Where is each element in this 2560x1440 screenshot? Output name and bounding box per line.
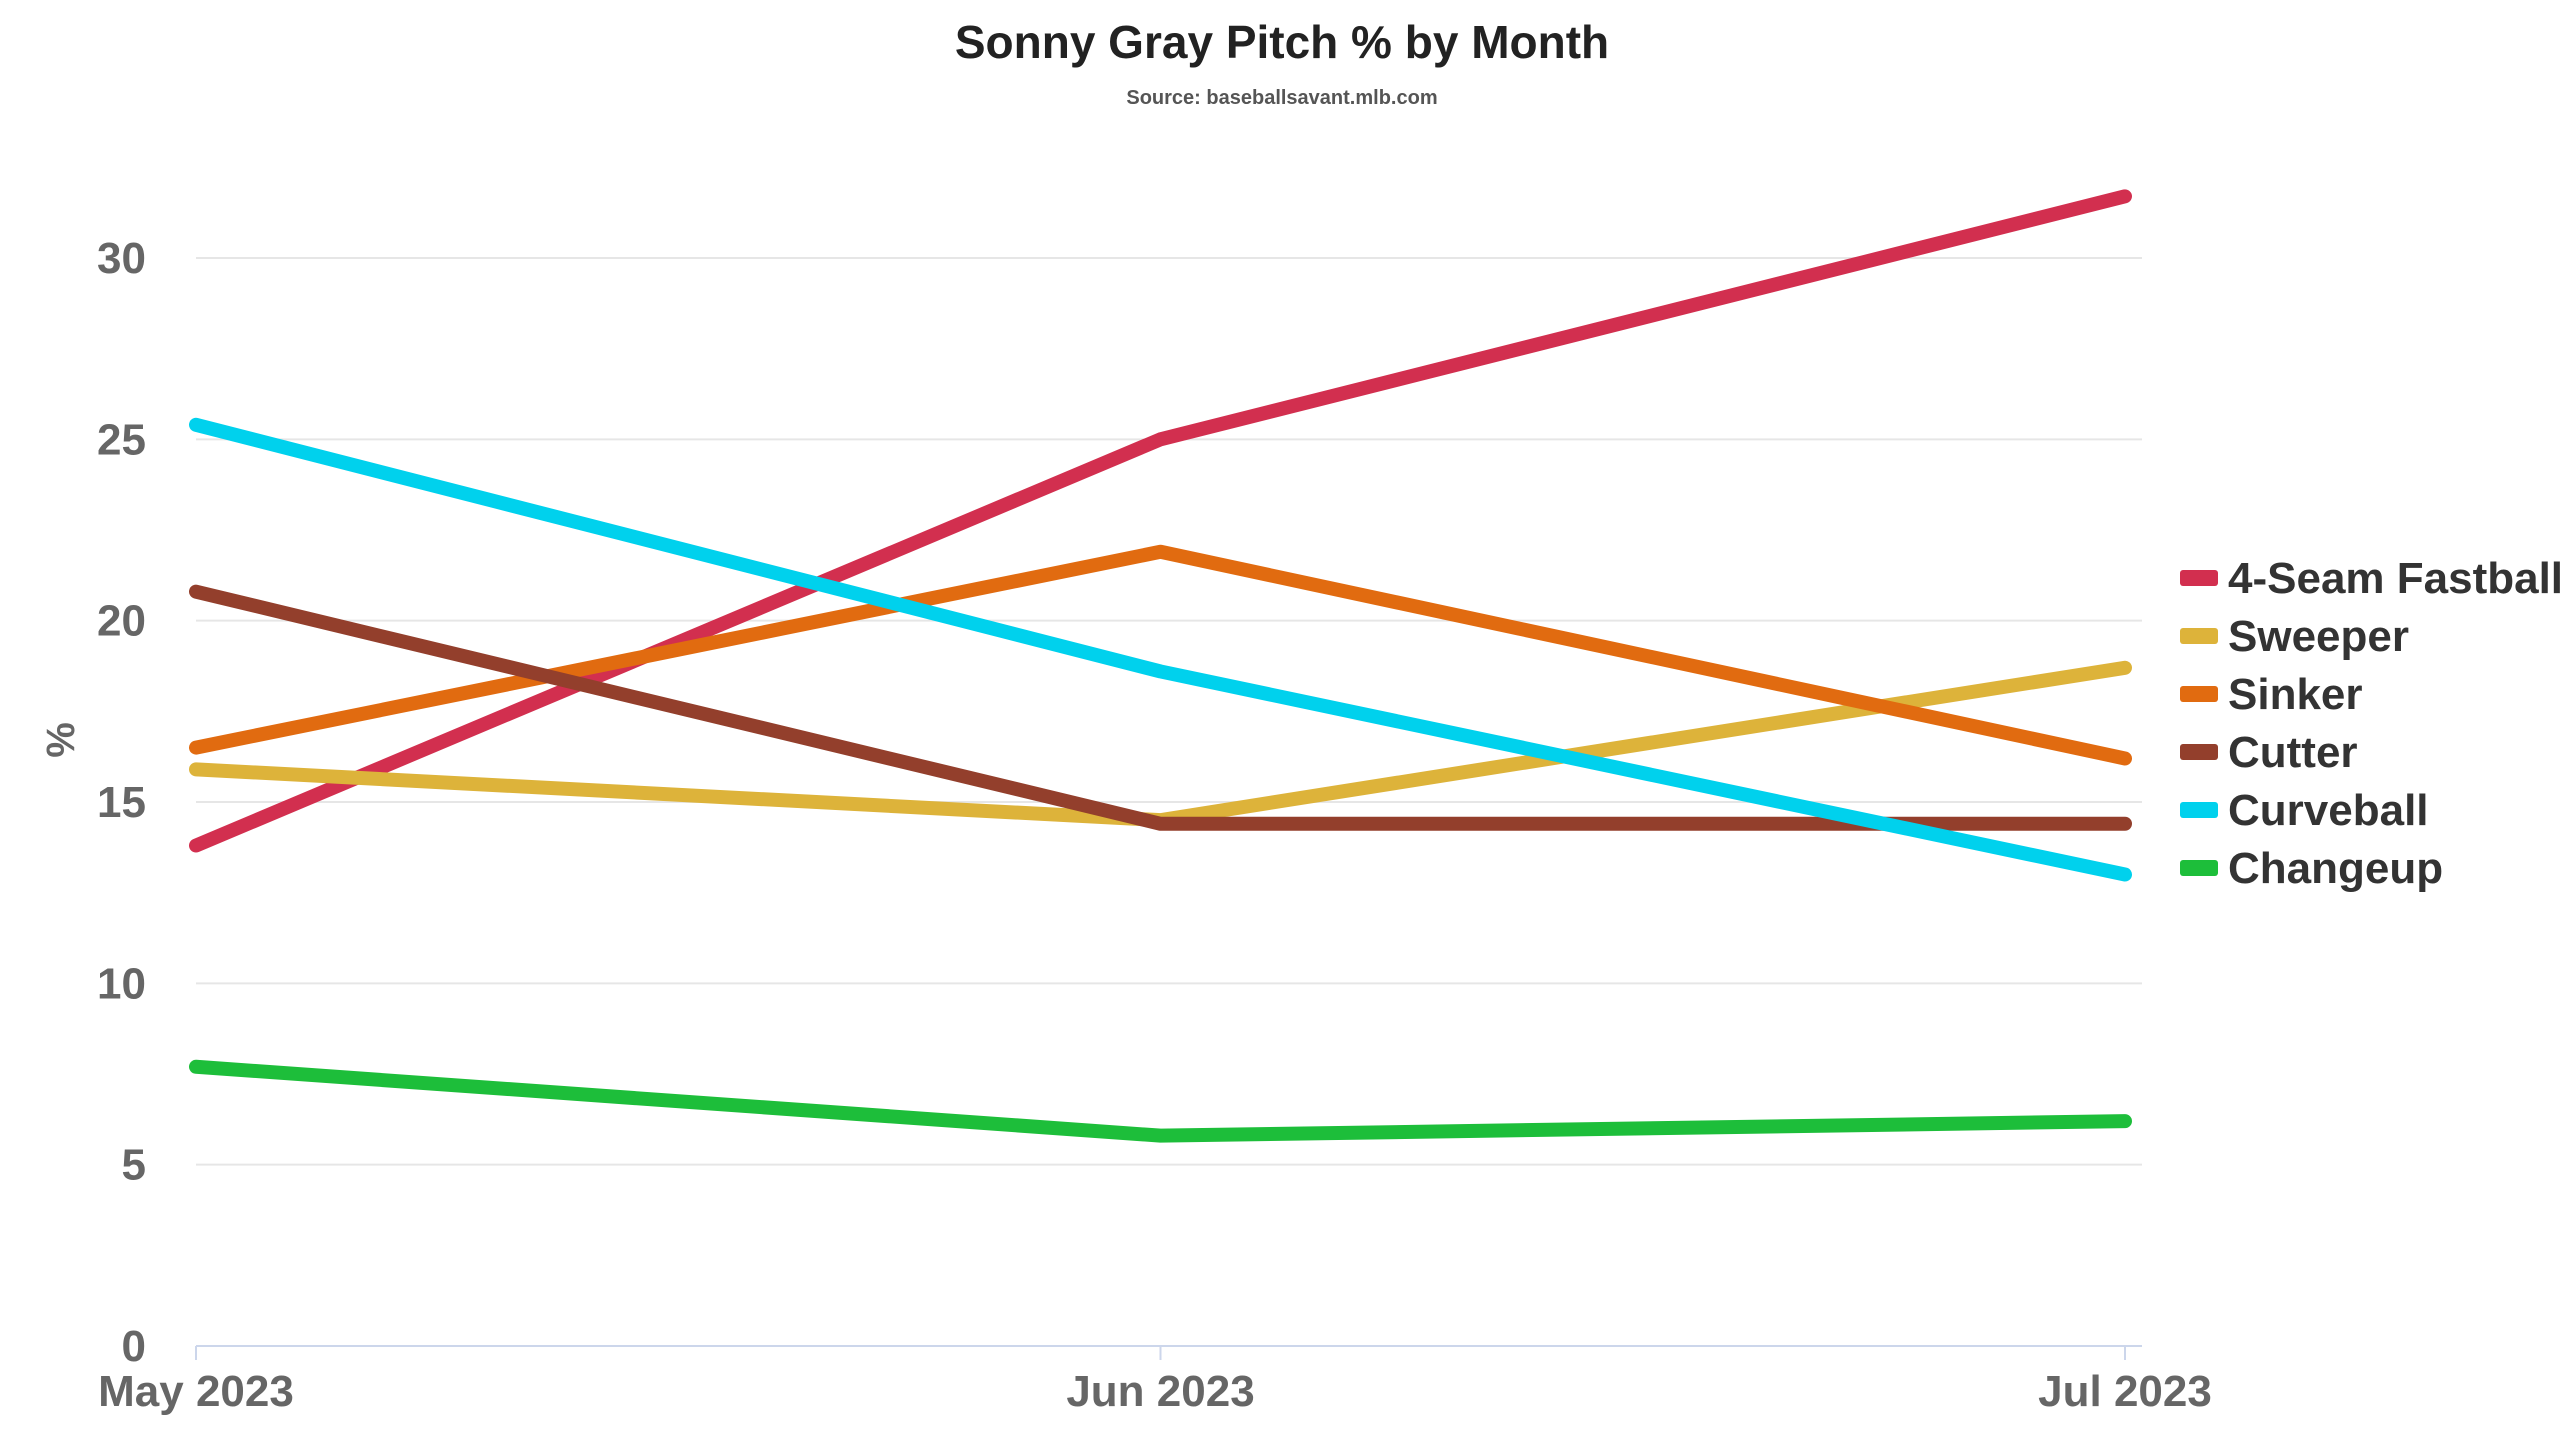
y-tick-label: 25 xyxy=(97,415,146,464)
legend-swatch xyxy=(2180,802,2218,818)
y-tick-label: 10 xyxy=(97,959,146,1008)
series-line-4-seam-fastball[interactable] xyxy=(189,189,2132,853)
legend-swatch xyxy=(2180,744,2218,760)
x-tick-label: May 2023 xyxy=(98,1367,294,1416)
x-tick-label: Jul 2023 xyxy=(2038,1367,2212,1416)
y-tick-label: 20 xyxy=(97,597,146,646)
series-line-changeup[interactable] xyxy=(189,1059,2132,1143)
legend-item-curveball[interactable]: Curveball xyxy=(2180,786,2429,835)
legend-label: Curveball xyxy=(2228,786,2429,835)
series-line-sinker[interactable] xyxy=(189,544,2132,766)
legend-label: 4-Seam Fastball xyxy=(2228,554,2560,603)
x-tick-label: Jun 2023 xyxy=(1066,1367,1254,1416)
y-axis: 0 5 10 15 20 25 30 xyxy=(97,234,146,1371)
legend-label: Changeup xyxy=(2228,844,2443,893)
legend-label: Sinker xyxy=(2228,670,2363,719)
series-line-curveball[interactable] xyxy=(189,417,2132,882)
legend-item-sweeper[interactable]: Sweeper xyxy=(2180,612,2409,661)
legend: 4-Seam Fastball Sweeper Sinker Cutter Curveb… xyxy=(2180,554,2560,893)
legend-label: Sweeper xyxy=(2228,612,2409,661)
series-line-cutter[interactable] xyxy=(189,584,2132,831)
y-axis-title: % xyxy=(39,722,83,758)
legend-swatch xyxy=(2180,686,2218,702)
legend-item-sinker[interactable]: Sinker xyxy=(2180,670,2363,719)
y-tick-label: 30 xyxy=(97,234,146,283)
legend-swatch xyxy=(2180,628,2218,644)
legend-label: Cutter xyxy=(2228,728,2358,777)
legend-item-cutter[interactable]: Cutter xyxy=(2180,728,2358,777)
legend-swatch xyxy=(2180,570,2218,586)
legend-item-4-seam-fastball[interactable]: 4-Seam Fastball xyxy=(2180,554,2560,603)
y-tick-label: 0 xyxy=(122,1322,146,1371)
chart-subtitle: Source: baseballsavant.mlb.com xyxy=(1126,87,1437,109)
series-layer xyxy=(189,189,2132,1143)
legend-item-changeup[interactable]: Changeup xyxy=(2180,844,2443,893)
legend-swatch xyxy=(2180,860,2218,876)
y-tick-label: 15 xyxy=(97,778,146,827)
x-axis: May 2023 Jun 2023 Jul 2023 xyxy=(98,1345,2212,1416)
chart-title: Sonny Gray Pitch % by Month xyxy=(955,16,1609,68)
y-tick-label: 5 xyxy=(122,1141,146,1190)
